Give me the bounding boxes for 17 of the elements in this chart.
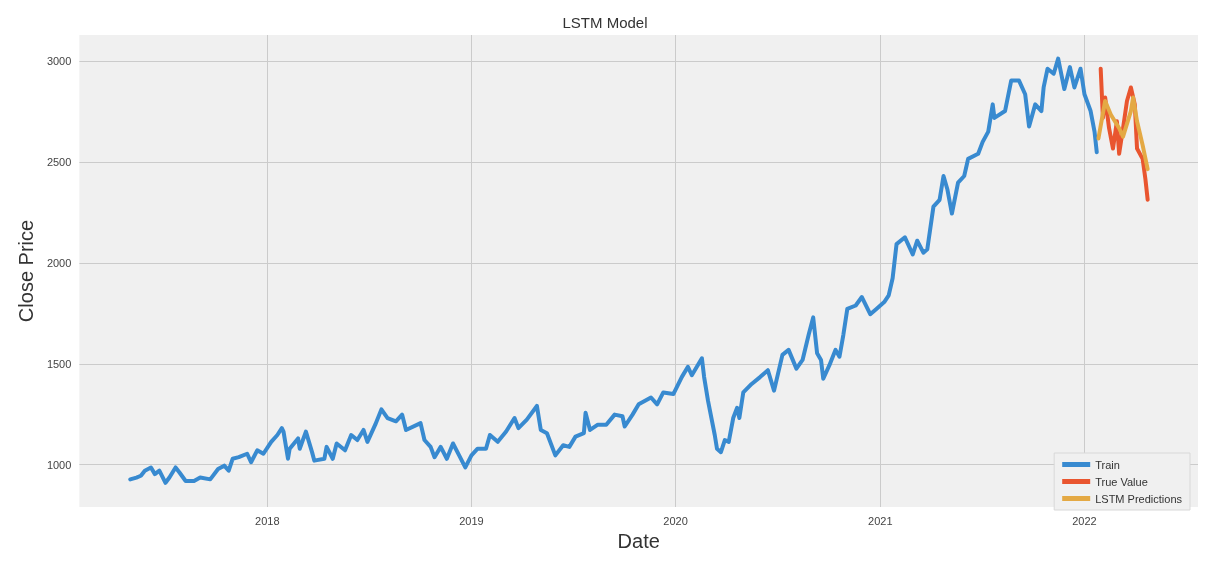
- x-tick-label: 2021: [868, 514, 893, 527]
- legend-label: Train: [1095, 458, 1120, 471]
- y-tick-label: 3000: [46, 55, 72, 68]
- x-tick-label: 2019: [459, 514, 484, 527]
- y-tick-label: 2500: [46, 156, 72, 169]
- x-tick-label: 2018: [255, 514, 280, 527]
- line-series: [1096, 95, 1150, 172]
- chart-title: LSTM Model: [562, 14, 648, 31]
- x-tick-label: 2020: [663, 514, 688, 527]
- y-tick-label: 1000: [46, 458, 72, 471]
- x-axis-title: Date: [617, 530, 660, 552]
- legend-label: True Value: [1095, 475, 1148, 488]
- y-axis-title: Close Price: [15, 219, 37, 323]
- y-tick-label: 2000: [46, 256, 72, 269]
- y-tick-label: 1500: [46, 357, 72, 370]
- legend-label: LSTM Predictions: [1095, 492, 1183, 505]
- x-tick-label: 2022: [1072, 514, 1097, 527]
